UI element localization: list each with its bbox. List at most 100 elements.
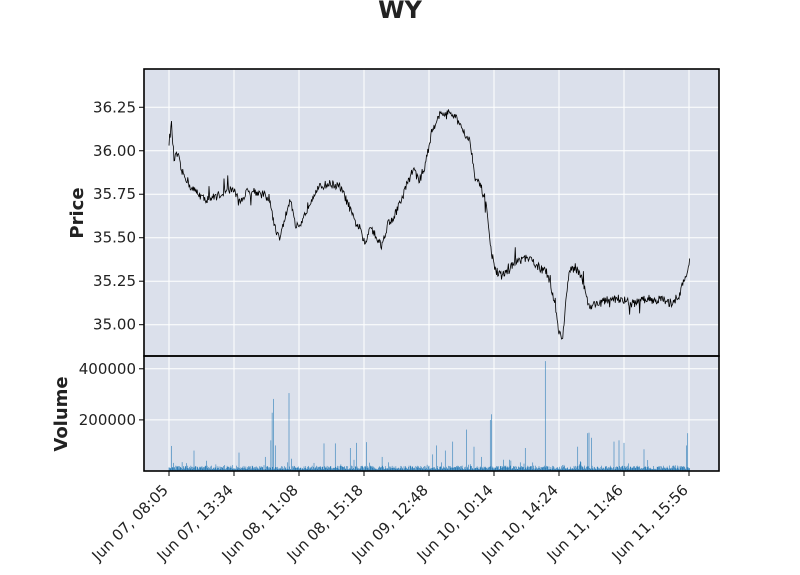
volume-bar	[566, 468, 568, 471]
volume-bar	[485, 467, 487, 471]
volume-bar	[466, 429, 467, 471]
volume-bar	[475, 467, 477, 471]
volume-bar	[289, 468, 291, 471]
volume-bar	[439, 466, 440, 471]
volume-bar	[336, 467, 338, 471]
volume-bar	[195, 466, 197, 471]
volume-bar	[239, 468, 240, 471]
volume-bar	[569, 466, 571, 471]
volume-bar	[441, 468, 443, 471]
volume-bar	[571, 468, 573, 471]
volume-bar	[651, 468, 652, 471]
volume-bar	[232, 465, 234, 471]
volume-bar	[312, 469, 314, 471]
volume-bar	[258, 468, 259, 471]
volume-bar	[178, 466, 179, 471]
volume-bar	[381, 456, 383, 471]
volume-bar	[362, 466, 364, 471]
volume-bar	[598, 467, 599, 471]
volume-bar	[471, 468, 473, 471]
volume-bar	[185, 466, 187, 471]
volume-bar	[201, 466, 203, 471]
volume-bar	[349, 448, 351, 471]
volume-bar	[333, 467, 335, 471]
volume-bar	[249, 466, 250, 471]
volume-bar	[483, 466, 485, 471]
volume-bar	[680, 467, 682, 471]
volume-bar	[613, 467, 614, 471]
volume-bar	[376, 469, 377, 471]
volume-bar	[190, 465, 192, 471]
volume-bar	[222, 467, 224, 471]
volume-bar	[311, 465, 313, 471]
volume-bar	[649, 468, 650, 471]
volume-bar	[303, 466, 305, 471]
volume-bar	[419, 468, 420, 471]
volume-bar	[527, 465, 529, 471]
volume-bar	[501, 467, 502, 471]
volume-bar	[255, 468, 257, 471]
volume-bar	[492, 466, 494, 471]
volume-bar	[182, 469, 184, 471]
volume-bar	[237, 467, 239, 471]
volume-bar	[324, 467, 326, 471]
volume-bar	[366, 468, 368, 471]
volume-bar	[443, 467, 445, 471]
volume-bar	[257, 467, 259, 471]
volume-bar	[306, 468, 308, 471]
volume-bar	[619, 465, 620, 471]
volume-bar	[598, 469, 600, 471]
volume-bar	[644, 466, 645, 471]
volume-bar	[546, 466, 548, 471]
volume-bar	[676, 467, 678, 471]
volume-bar	[679, 466, 681, 471]
volume-bar	[452, 441, 454, 471]
volume-bar	[460, 468, 462, 471]
volume-bar	[261, 466, 262, 471]
volume-bar	[369, 465, 371, 471]
volume-bar	[531, 466, 532, 471]
volume-bar	[643, 467, 644, 471]
volume-bar	[450, 467, 452, 471]
volume-bar	[499, 466, 501, 471]
volume-bar	[496, 466, 497, 471]
volume-bar	[354, 466, 356, 471]
volume-bar	[433, 467, 434, 471]
volume-bar	[214, 468, 215, 471]
volume-bar	[432, 454, 434, 471]
volume-bar	[687, 433, 689, 471]
volume-bar	[592, 468, 594, 471]
volume-grid	[144, 356, 719, 471]
volume-bar	[673, 465, 675, 471]
volume-bar	[611, 468, 613, 471]
volume-bar	[616, 466, 617, 471]
volume-bar	[547, 466, 549, 471]
volume-bar	[548, 469, 549, 471]
volume-bar	[356, 442, 357, 471]
volume-bar	[339, 465, 341, 471]
volume-bar	[511, 469, 512, 471]
volume-bar	[476, 466, 478, 471]
volume-bar	[210, 469, 212, 471]
volume-bar	[384, 468, 385, 471]
volume-bar	[543, 467, 545, 471]
volume-bar	[501, 466, 503, 471]
volume-bar	[606, 466, 607, 471]
volume-bar	[521, 467, 523, 471]
volume-bar	[666, 466, 668, 471]
volume-bar	[446, 466, 447, 471]
volume-bar	[226, 465, 228, 471]
volume-bar	[463, 469, 465, 471]
volume-bar	[385, 468, 387, 471]
volume-bar	[317, 468, 319, 471]
volume-bar	[533, 465, 534, 471]
volume-bar	[216, 469, 217, 471]
volume-bar	[218, 466, 220, 471]
volume-bar	[411, 466, 413, 471]
volume-bar	[628, 467, 630, 471]
volume-bar	[342, 466, 344, 471]
volume-bar	[371, 466, 372, 471]
volume-bar	[421, 468, 423, 471]
volume-bar	[461, 466, 462, 471]
volume-bar	[517, 468, 519, 471]
